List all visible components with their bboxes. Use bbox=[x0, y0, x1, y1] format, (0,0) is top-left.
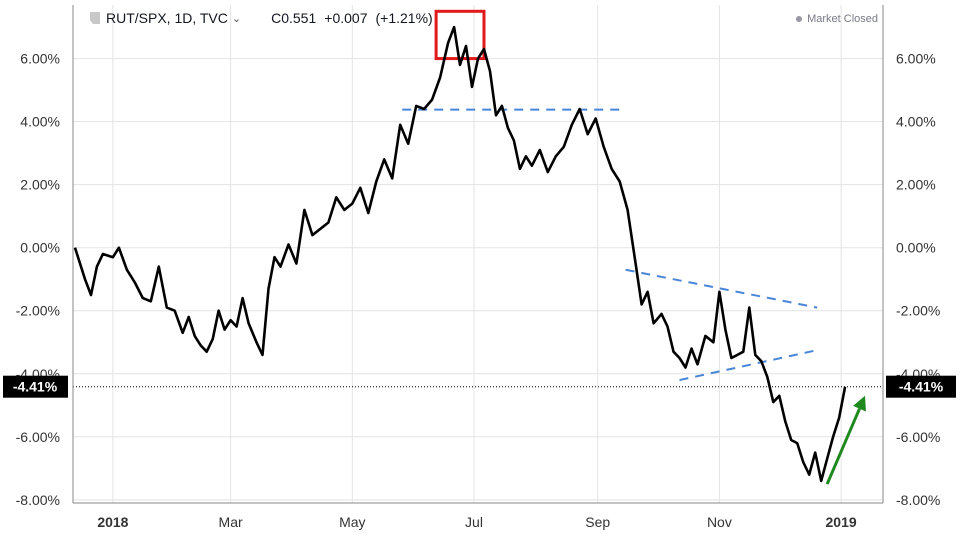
x-tick-label: Sep bbox=[585, 514, 610, 530]
axes: 6.00% 6.00% 4.00% 4.00% 2.00% 2.00% 0.00% 0.00%… bbox=[3, 5, 956, 530]
y-tick-label-left: -6.00% bbox=[16, 429, 60, 445]
highlight-box bbox=[434, 9, 486, 61]
trend-dashed-line bbox=[625, 268, 818, 309]
y-tick-label-right: 6.00% bbox=[896, 51, 936, 67]
y-tick-label-right: -8.00% bbox=[896, 492, 940, 508]
x-tick-label: May bbox=[339, 514, 365, 530]
current-value-label-right: -4.41% bbox=[899, 379, 944, 395]
up-arrow-shaft bbox=[825, 408, 861, 485]
y-tick-label-left: 0.00% bbox=[20, 240, 60, 256]
x-tick-label: Jul bbox=[465, 514, 483, 530]
y-tick-label-right: -2.00% bbox=[896, 303, 940, 319]
chevron-down-icon[interactable]: ⌄ bbox=[231, 12, 242, 25]
x-tick-label: Nov bbox=[707, 514, 732, 530]
legend-symbol: RUT/SPX, 1D, TVC bbox=[106, 10, 228, 26]
symbol-flag-icon bbox=[90, 12, 100, 24]
current-value-badge-left bbox=[3, 375, 68, 398]
y-tick-label-left: 2.00% bbox=[20, 177, 60, 193]
x-tick-label: 2018 bbox=[97, 514, 128, 530]
y-tick-label-right: 2.00% bbox=[896, 177, 936, 193]
price-series-line bbox=[73, 25, 847, 483]
annotations bbox=[73, 9, 883, 485]
trend-dashed-line bbox=[679, 349, 818, 382]
legend-change-pct: (+1.21%) bbox=[375, 10, 433, 26]
market-status-text: Market Closed bbox=[807, 13, 878, 25]
y-tick-label-left: -2.00% bbox=[16, 303, 60, 319]
y-tick-label-left: 4.00% bbox=[20, 114, 60, 130]
legend-close: C0.551 bbox=[271, 10, 317, 26]
y-tick-label-right: 4.00% bbox=[896, 114, 936, 130]
legend-change: +0.007 bbox=[324, 10, 368, 26]
current-value-label-left: -4.41% bbox=[13, 379, 58, 395]
series-layer bbox=[73, 25, 847, 483]
y-tick-label-right: 0.00% bbox=[896, 240, 936, 256]
gridlines bbox=[73, 5, 883, 503]
x-tick-label: Mar bbox=[219, 514, 243, 530]
y-tick-label-left: 6.00% bbox=[20, 51, 60, 67]
legend[interactable]: RUT/SPX, 1D, TVC ⌄ C0.551 +0.007 (+1.21%… bbox=[90, 10, 441, 26]
current-value-badge-right bbox=[886, 375, 956, 398]
status-dot-icon bbox=[796, 16, 803, 23]
market-status: Market Closed bbox=[796, 13, 878, 25]
up-arrow-head bbox=[853, 395, 866, 412]
x-tick-label: 2019 bbox=[826, 514, 857, 530]
y-tick-label-left: -8.00% bbox=[16, 492, 60, 508]
y-tick-label-right: -6.00% bbox=[896, 429, 940, 445]
